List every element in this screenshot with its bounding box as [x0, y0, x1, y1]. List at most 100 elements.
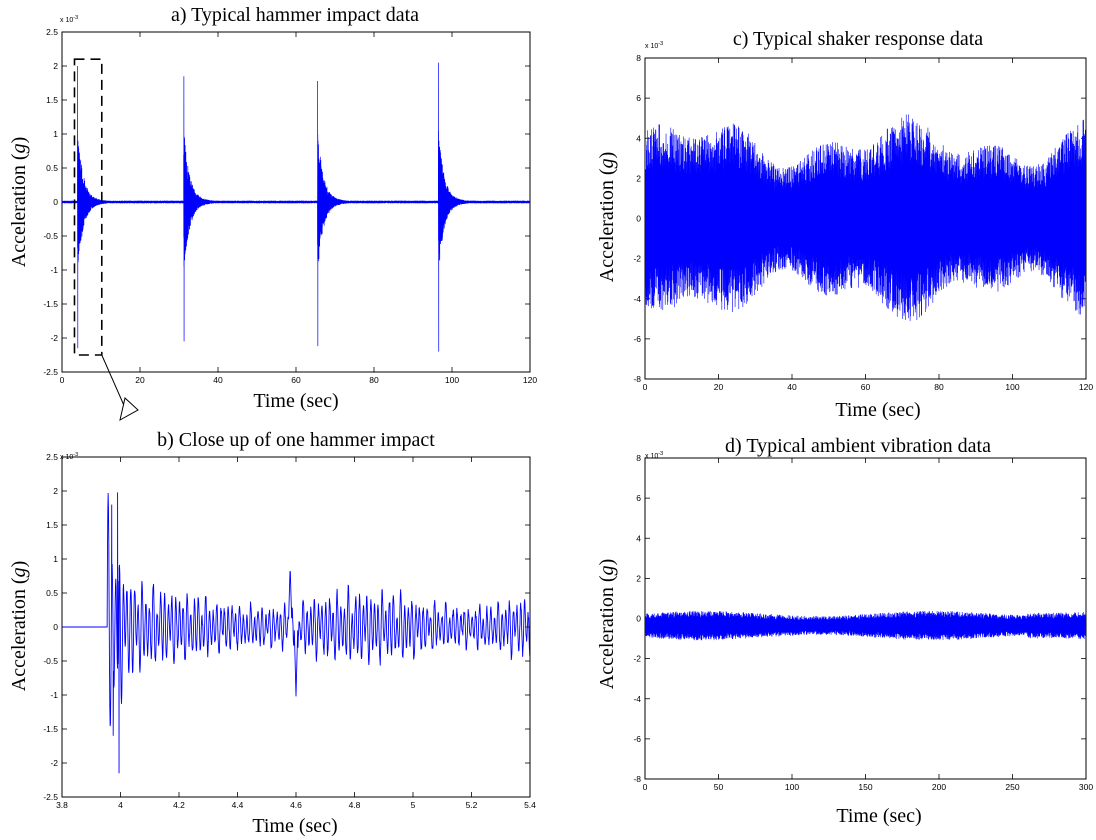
panel-c-xlabel: Time (sec): [835, 399, 920, 421]
x-tick-label: 0: [60, 375, 65, 385]
x-tick-label: 100: [1005, 382, 1019, 392]
y-tick-label: 8: [636, 53, 641, 63]
panel-d-ylabel: Acceleration (g): [596, 559, 618, 690]
x-tick-label: 120: [1079, 382, 1093, 392]
y-tick-label: -1.5: [43, 724, 58, 734]
x-tick-label: 5.2: [466, 800, 478, 810]
y-tick-label: 0.5: [46, 588, 58, 598]
y-tick-label: -8: [633, 774, 641, 784]
panel-d-series-line: [645, 610, 1086, 641]
zoom-callout: [73, 58, 139, 421]
panel-a-axes: 0 20 40 60 80 100 120 -2.5 -2 -1.5 -1 -0.5 0 0.5 1 1.5 2…: [43, 27, 537, 385]
y-tick-label: 0: [53, 622, 58, 632]
panel-d-title: d) Typical ambient vibration data: [725, 435, 991, 457]
y-tick-label: -2: [633, 254, 641, 264]
x-tick-label: 200: [932, 782, 946, 792]
x-tick-label: 80: [369, 375, 379, 385]
y-tick-label: -6: [633, 334, 641, 344]
x-tick-label: 120: [523, 375, 537, 385]
y-tick-label: 2: [53, 486, 58, 496]
panel-d-axes: 0 50 100 150 200 250 300 -8 -6 -4 -2 0 2 4 6 8: [633, 453, 1093, 792]
panel-a-xlabel: Time (sec): [253, 390, 338, 412]
panel-b-ylabel: Acceleration (g): [8, 561, 30, 692]
x-tick-label: 0: [643, 382, 648, 392]
panel-c-ylabel: Acceleration (g): [596, 152, 618, 283]
panel-c-title: c) Typical shaker response data: [733, 28, 983, 50]
y-tick-label: -2: [633, 654, 641, 664]
y-tick-label: 1: [53, 129, 58, 139]
y-tick-label: -1: [50, 265, 58, 275]
y-tick-label: 2.5: [46, 452, 58, 462]
y-tick-label: 0: [636, 214, 641, 224]
panel-b-plot: 3.8 4 4.2 4.4 4.6 4.8 5 5.2 5.4 -2.5 -2 -1.5 -1 -0.5 0…: [43, 452, 536, 810]
panel-a-multiplier-base: x 10: [60, 17, 73, 24]
panel-a-title: a) Typical hammer impact data: [171, 4, 419, 26]
x-tick-label: 250: [1005, 782, 1019, 792]
svg-text:x 10-3: x 10-3: [60, 15, 78, 24]
y-tick-label: -2.5: [43, 367, 58, 377]
zoom-dashed-box: [73, 58, 103, 356]
y-tick-label: 1: [53, 554, 58, 564]
y-tick-label: 1.5: [46, 95, 58, 105]
x-tick-label: 80: [934, 382, 944, 392]
y-tick-label: -6: [633, 734, 641, 744]
y-tick-label: -8: [633, 374, 641, 384]
y-tick-label: 2.5: [46, 27, 58, 37]
y-tick-label: 2: [53, 61, 58, 71]
zoom-arrow-head: [119, 397, 139, 421]
panel-d: d) Typical ambient vibration data x 10-3…: [596, 435, 1093, 827]
panel-c-series-line: [645, 114, 1086, 322]
zoom-arrow-line: [101, 354, 127, 411]
x-tick-label: 4.6: [290, 800, 302, 810]
y-tick-label: 4: [636, 133, 641, 143]
x-tick-label: 0: [643, 782, 648, 792]
x-tick-label: 60: [861, 382, 871, 392]
y-tick-label: -4: [633, 694, 641, 704]
panel-d-multiplier: x 10-3: [645, 451, 663, 460]
x-tick-label: 20: [135, 375, 145, 385]
panel-d-xlabel: Time (sec): [836, 805, 921, 827]
y-tick-label: 2: [636, 173, 641, 183]
y-tick-label: 6: [636, 493, 641, 503]
x-tick-label: 4.8: [349, 800, 361, 810]
y-tick-label: 2: [636, 573, 641, 583]
panel-b-series-line: [62, 492, 530, 774]
y-tick-label: 0.5: [46, 163, 58, 173]
x-tick-label: 40: [213, 375, 223, 385]
panel-b-xlabel: Time (sec): [252, 815, 337, 837]
panel-d-plot: 0 50 100 150 200 250 300 -8 -6 -4 -2 0 2 4 6 8: [633, 453, 1093, 792]
x-tick-label: 4.2: [173, 800, 185, 810]
y-tick-label: -0.5: [43, 656, 58, 666]
x-tick-label: 3.8: [56, 800, 68, 810]
y-tick-label: 1.5: [46, 520, 58, 530]
x-tick-label: 40: [787, 382, 797, 392]
y-tick-label: 6: [636, 93, 641, 103]
x-tick-label: 100: [445, 375, 459, 385]
panel-b: b) Close up of one hammer impact x 10-3 …: [8, 429, 536, 837]
x-tick-label: 5: [411, 800, 416, 810]
x-tick-label: 150: [858, 782, 872, 792]
panel-c-multiplier: x 10-3: [645, 41, 663, 50]
x-tick-label: 300: [1079, 782, 1093, 792]
y-tick-label: 0: [53, 197, 58, 207]
y-tick-label: -1.5: [43, 299, 58, 309]
y-tick-label: 8: [636, 453, 641, 463]
x-tick-label: 50: [714, 782, 724, 792]
x-tick-label: 20: [714, 382, 724, 392]
panel-a: a) Typical hammer impact data x 10-3 Acc…: [8, 4, 537, 412]
y-tick-label: -2: [50, 333, 58, 343]
y-tick-label: 4: [636, 533, 641, 543]
x-tick-label: 60: [291, 375, 301, 385]
panel-a-plot: 0 20 40 60 80 100 120 -2.5 -2 -1.5 -1 -0.5 0 0.5 1 1.5 2…: [43, 27, 537, 385]
panel-a-series-line: [62, 62, 530, 352]
y-tick-label: -2.5: [43, 792, 58, 802]
panel-a-multiplier-exp: -3: [73, 15, 78, 21]
y-tick-label: -0.5: [43, 231, 58, 241]
panel-b-title: b) Close up of one hammer impact: [157, 429, 435, 451]
x-tick-label: 100: [785, 782, 799, 792]
x-tick-label: 4: [118, 800, 123, 810]
x-tick-label: 5.4: [524, 800, 536, 810]
y-tick-label: -1: [50, 690, 58, 700]
y-tick-label: -2: [50, 758, 58, 768]
